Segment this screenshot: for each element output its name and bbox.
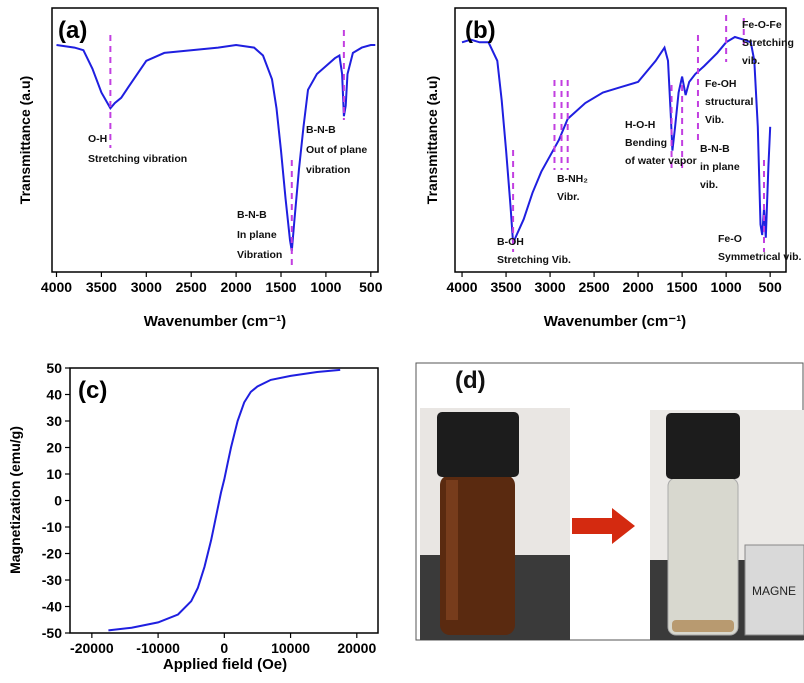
annotation-text: B-N-B (700, 143, 730, 155)
x-tick-label: 1000 (310, 279, 341, 295)
annotation-text: B-NH₂ (557, 173, 588, 185)
y-tick-label: 50 (46, 360, 62, 376)
photo-panel: MAGNE (d) (415, 362, 804, 641)
panel-label: (b) (465, 17, 496, 44)
annotation-text: B-OH (497, 236, 524, 248)
y-tick-label: -10 (42, 519, 62, 535)
x-tick-label: 1000 (711, 279, 742, 295)
y-axis-label: Transmittance (a.u) (17, 76, 33, 204)
magnetic-deposit (672, 620, 734, 632)
panel-label: (d) (455, 367, 486, 394)
annotation-text: vib. (742, 55, 760, 67)
panel-label: (a) (58, 17, 87, 44)
y-tick-label: -40 (42, 599, 62, 615)
plot-frame (454, 7, 787, 273)
y-tick-label: -20 (42, 546, 62, 562)
annotation-text: B-N-B (237, 209, 267, 221)
x-tick-label: 10000 (271, 640, 310, 656)
x-tick-label: -20000 (70, 640, 114, 656)
annotation-text: Vibr. (557, 191, 580, 203)
panel-label: (c) (78, 377, 107, 404)
annotation-text: Vibration (237, 249, 282, 261)
plot-frame (51, 7, 379, 273)
plot-frame (69, 367, 379, 634)
bottle-cap (666, 413, 740, 479)
x-tick-label: 2500 (579, 279, 610, 295)
y-tick-label: 20 (46, 440, 62, 456)
annotation-text: Vib. (705, 114, 724, 126)
annotation-text: Stretching vibration (88, 153, 187, 165)
x-tick-label: 500 (359, 279, 383, 295)
x-tick-label: 4000 (41, 279, 72, 295)
annotation-text: Fe-O-Fe (742, 19, 782, 31)
x-tick-label: 3500 (490, 279, 521, 295)
x-axis-label: Applied field (Oe) (163, 656, 287, 673)
annotation-text: Fe-OH (705, 78, 737, 90)
x-tick-label: 2500 (176, 279, 207, 295)
brown-bottle (440, 475, 515, 635)
annotation-text: Stretching Vib. (497, 254, 571, 266)
y-tick-label: -50 (42, 625, 62, 641)
y-tick-label: -30 (42, 572, 62, 588)
annotation-text: vibration (306, 164, 350, 176)
annotation-text: of water vapor (625, 155, 697, 167)
annotation-text: B-N-B (306, 124, 336, 136)
y-tick-label: 40 (46, 387, 62, 403)
x-tick-label: -10000 (136, 640, 180, 656)
arrow (572, 508, 635, 544)
data-line (108, 368, 341, 632)
annotation-text: in plane (700, 161, 740, 173)
y-axis-label: Magnetization (emu/g) (7, 426, 23, 574)
x-tick-label: 2000 (623, 279, 654, 295)
bottle-cap (437, 412, 519, 477)
magnet-label: MAGNE (752, 584, 796, 598)
y-tick-label: 0 (54, 493, 62, 509)
x-tick-label: 20000 (337, 640, 376, 656)
annotation-text: Out of plane (306, 144, 367, 156)
x-axis-label: Wavenumber (cm⁻¹) (144, 313, 286, 330)
clear-bottle (667, 477, 739, 636)
y-tick-label: 30 (46, 413, 62, 429)
x-tick-label: 500 (758, 279, 782, 295)
y-axis-label: Transmittance (a.u) (424, 76, 440, 204)
x-tick-label: 0 (220, 640, 228, 656)
data-line (461, 35, 772, 244)
annotation-text: Fe-O (718, 233, 742, 245)
x-tick-label: 4000 (446, 279, 477, 295)
annotation-text: Bending (625, 137, 667, 149)
x-tick-label: 1500 (667, 279, 698, 295)
annotation-text: Symmetrical vib. (718, 251, 802, 263)
bottle-highlight (446, 480, 458, 620)
annotation-text: structural (705, 96, 754, 108)
x-tick-label: 1500 (265, 279, 296, 295)
x-tick-label: 3000 (534, 279, 565, 295)
annotation-text: O-H (88, 133, 107, 145)
annotation-text: vib. (700, 179, 718, 191)
y-tick-label: 10 (46, 466, 62, 482)
x-axis-label: Wavenumber (cm⁻¹) (544, 313, 686, 330)
annotation-text: Stretching (742, 37, 794, 49)
x-tick-label: 3500 (86, 279, 117, 295)
annotation-text: H-O-H (625, 119, 655, 131)
annotation-text: In plane (237, 229, 277, 241)
magnet (744, 544, 804, 636)
x-tick-label: 2000 (221, 279, 252, 295)
x-tick-label: 3000 (131, 279, 162, 295)
